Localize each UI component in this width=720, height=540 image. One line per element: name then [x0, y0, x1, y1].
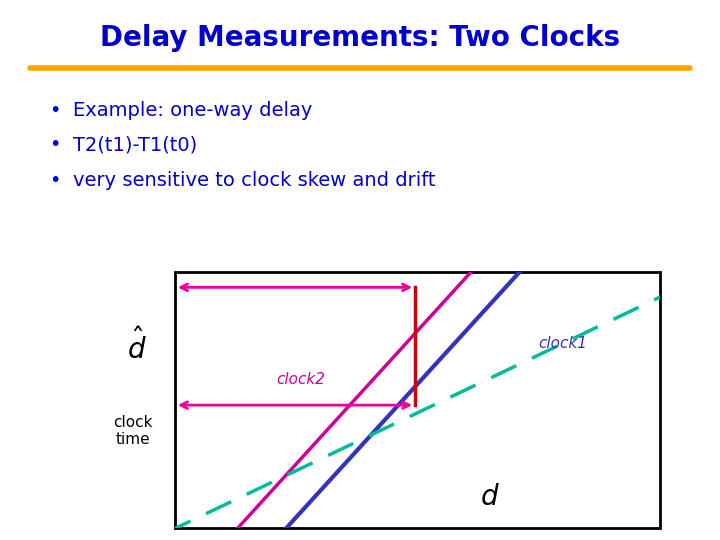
Text: very sensitive to clock skew and drift: very sensitive to clock skew and drift	[73, 171, 436, 190]
Text: Example: one-way delay: Example: one-way delay	[73, 100, 312, 119]
Text: •: •	[49, 100, 60, 119]
Text: •: •	[49, 136, 60, 154]
Text: T2(t1)-T1(t0): T2(t1)-T1(t0)	[73, 136, 197, 154]
Text: •: •	[49, 171, 60, 190]
Text: clock1: clock1	[539, 336, 588, 351]
Text: $d$: $d$	[480, 484, 500, 511]
Text: $\hat{d}$: $\hat{d}$	[127, 328, 147, 364]
Bar	[175, 272, 660, 528]
Text: Delay Measurements: Two Clocks: Delay Measurements: Two Clocks	[100, 24, 620, 52]
Text: clock2: clock2	[276, 372, 325, 387]
Text: clock
time: clock time	[113, 415, 153, 447]
